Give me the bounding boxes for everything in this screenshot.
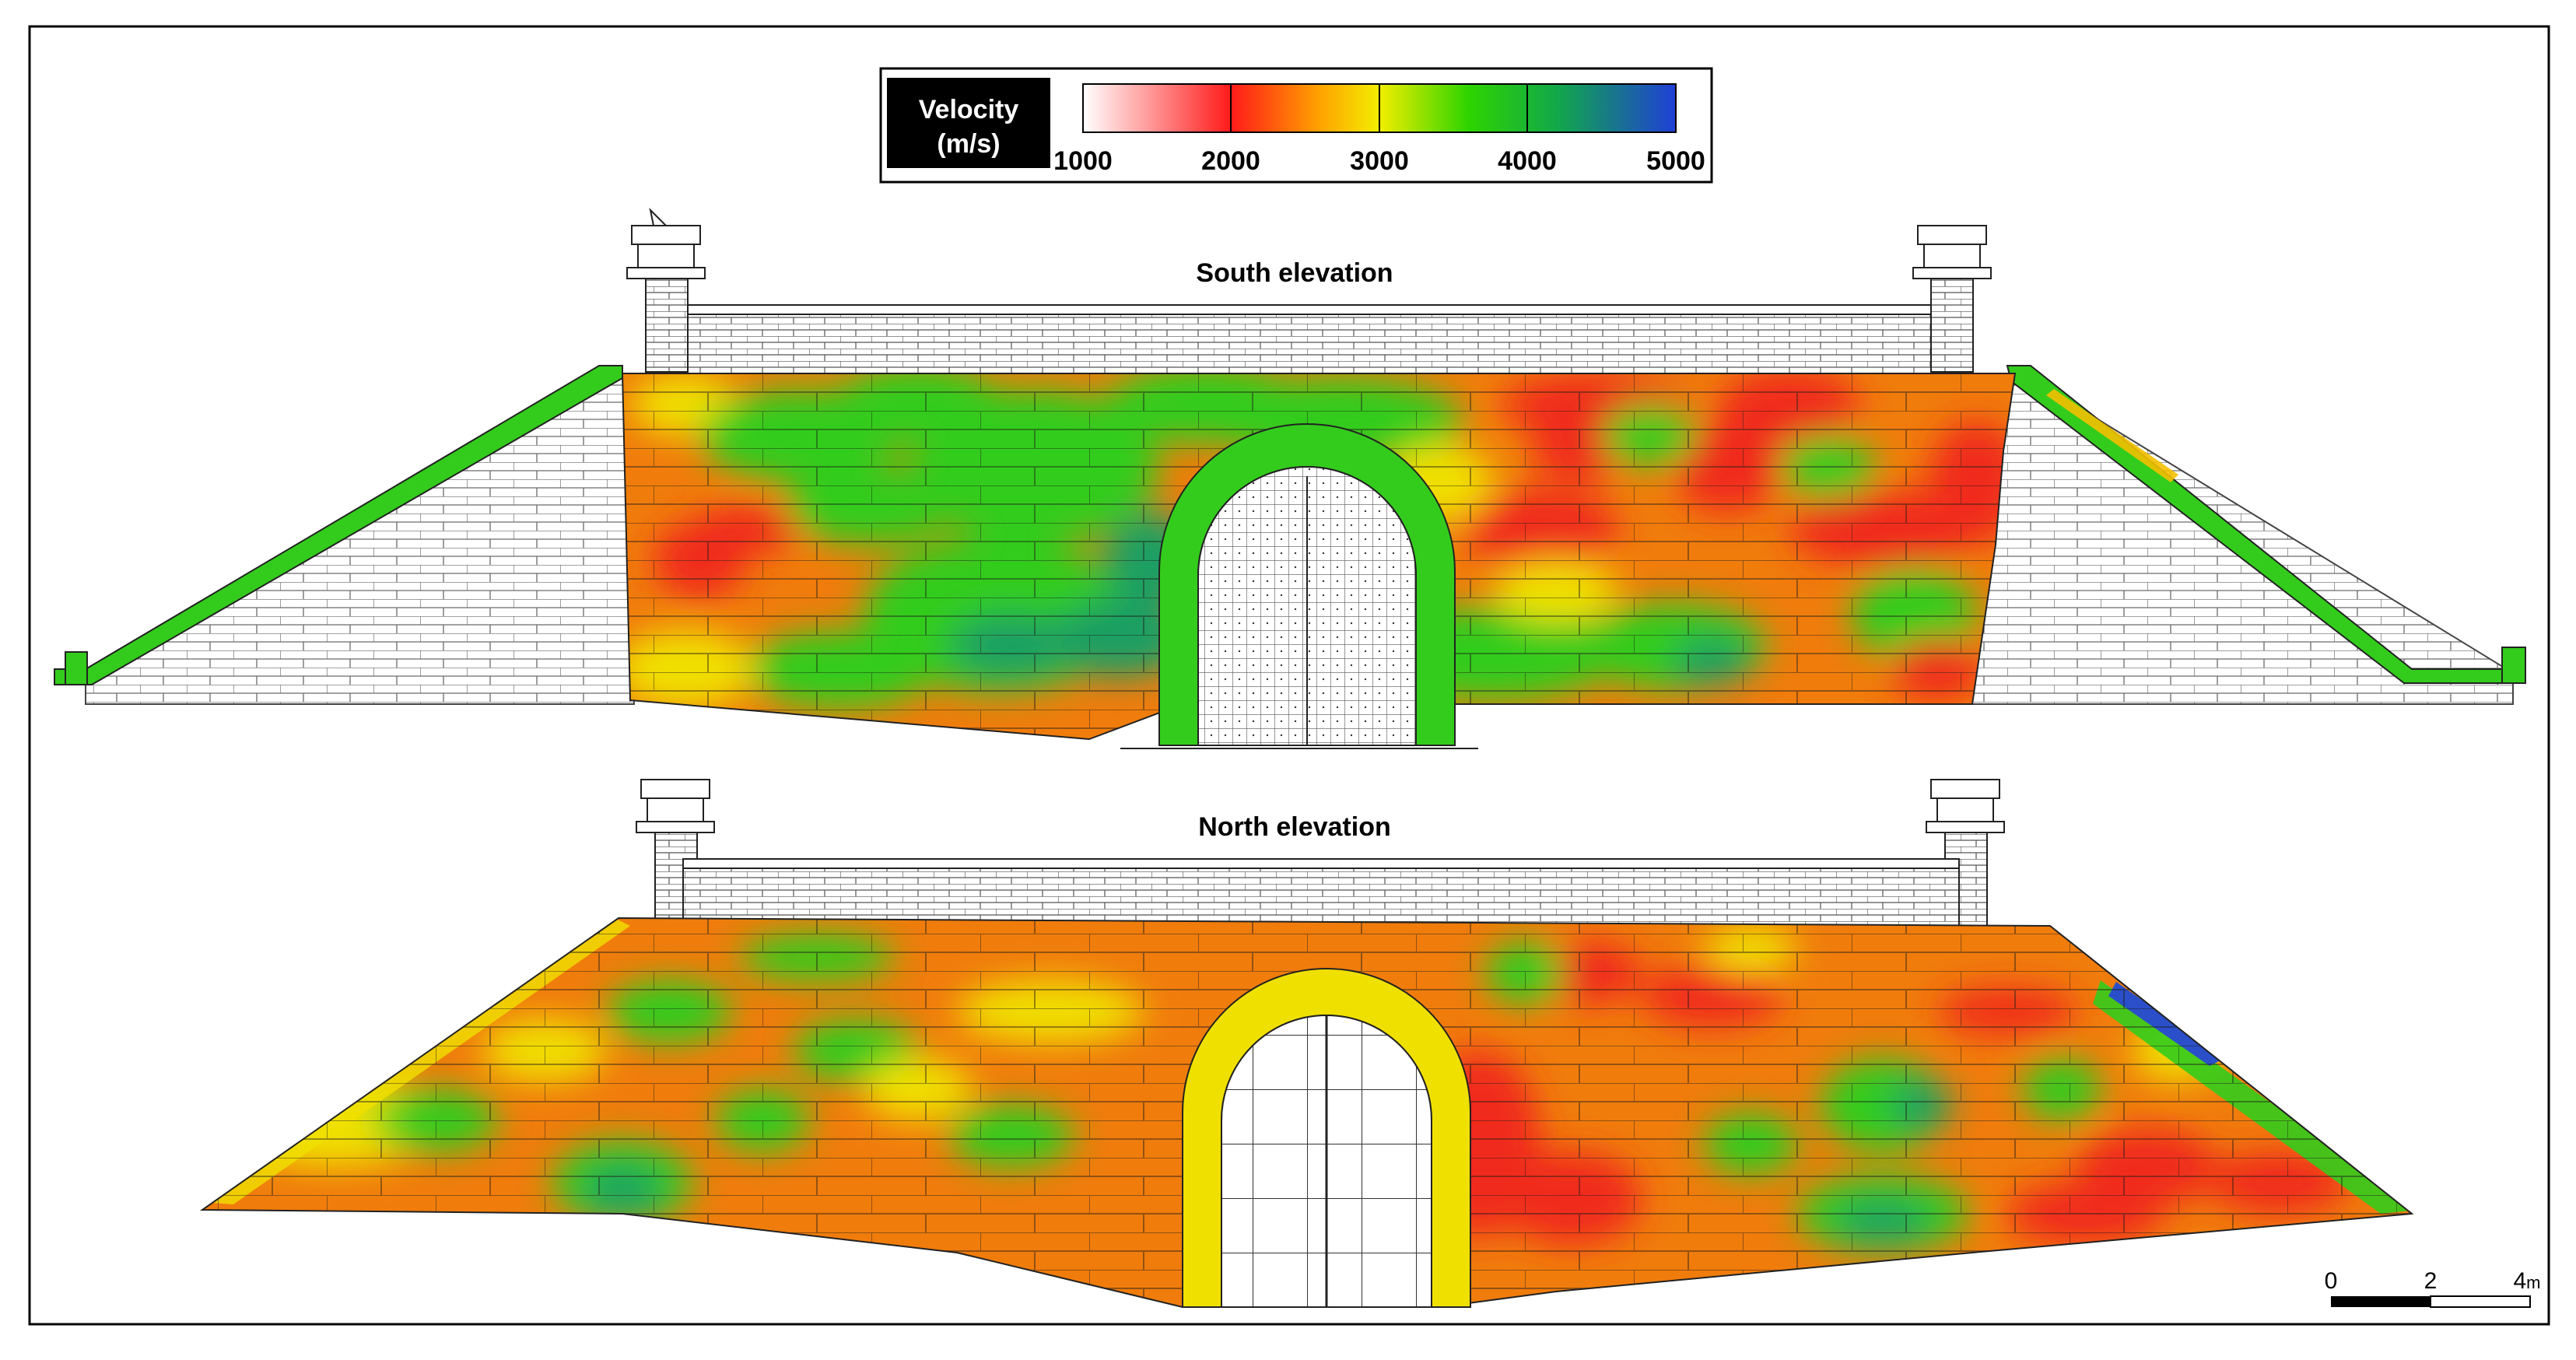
south-elevation-title: South elevation [1196,258,1393,288]
scale-label-4: 4m [2513,1268,2540,1294]
legend-label-line2: (m/s) [937,129,1000,159]
south-right-pillar [1912,225,1992,373]
scale-label-2: 2 [2424,1268,2438,1294]
legend-tick-4000: 4000 [1498,146,1557,176]
south-parapet [687,304,1932,376]
legend-tick-5000: 5000 [1646,146,1705,176]
legend-tick-lines [1230,84,1528,132]
south-left-slope-band [54,365,623,685]
legend-tick-1000: 1000 [1053,146,1113,176]
legend-label-box [887,78,1050,168]
velocity-legend: Velocity (m/s) 1000 2000 3000 4000 5000 [879,67,1713,184]
north-right-pillar [1926,779,2005,927]
legend-tick-2000: 2000 [1201,146,1260,176]
legend-label-line1: Velocity [919,95,1019,124]
scale-unit: m [2526,1273,2540,1292]
legend-tick-3000: 3000 [1350,146,1409,176]
scale-label-4-value: 4 [2513,1268,2526,1294]
south-left-pillar [626,207,706,373]
scale-label-0: 0 [2325,1268,2338,1294]
scale-bar: 0 2 4m [2325,1268,2541,1308]
south-elevation: South elevation [54,207,2526,749]
north-parapet [682,858,1960,927]
north-elevation-title: North elevation [1198,812,1390,842]
